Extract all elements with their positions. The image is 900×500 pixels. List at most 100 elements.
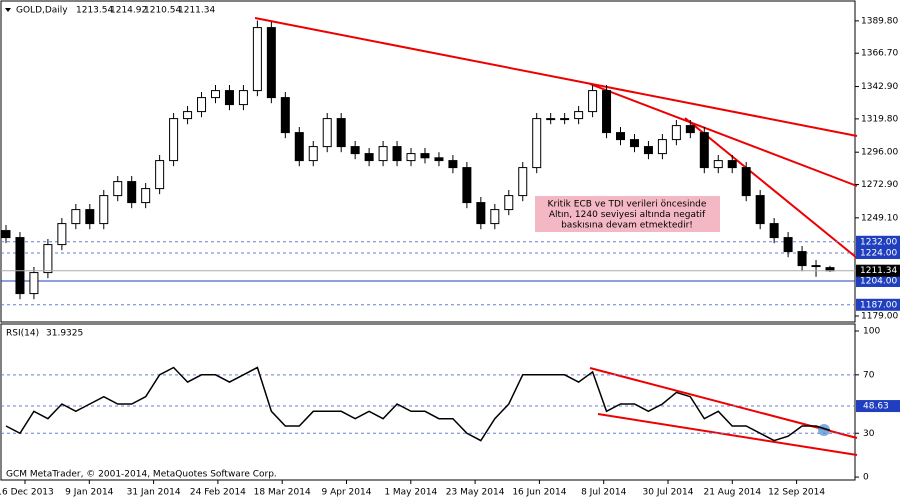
candle-body <box>252 27 262 92</box>
candle-body <box>15 237 25 295</box>
x-tick-label: 1 May 2014 <box>384 488 437 498</box>
candle <box>364 147 374 167</box>
y-tick-label: 1249.10 <box>861 213 898 223</box>
level-label: 1187.00 <box>860 300 897 310</box>
x-tick-label: 9 Jan 2014 <box>65 488 113 498</box>
y-tick-label: 1272.90 <box>861 180 898 190</box>
candle <box>588 84 598 118</box>
candle-body <box>588 90 598 113</box>
candle-body <box>85 209 95 225</box>
candle <box>560 112 570 125</box>
candle-body <box>183 111 193 120</box>
candle-body <box>1 230 11 239</box>
candle-body <box>266 27 276 99</box>
candle-body <box>518 167 528 197</box>
dropdown-icon <box>5 8 11 12</box>
rsi-title: RSI(14) <box>6 329 39 339</box>
candle-body <box>420 153 430 159</box>
candle-body <box>308 146 318 162</box>
candle <box>448 154 458 174</box>
x-tick-label: 9 Apr 2014 <box>322 488 372 498</box>
candle <box>629 133 639 153</box>
annotation-text: Kritik ECB ve TDI verileri öncesinde <box>548 200 707 210</box>
candle-body <box>811 265 821 268</box>
candle <box>755 189 765 230</box>
rsi-line <box>5 366 831 442</box>
candle <box>476 196 486 230</box>
candle <box>113 175 123 202</box>
candle-body <box>797 251 807 267</box>
candle-body <box>462 167 472 204</box>
candle-body <box>476 202 486 225</box>
candle-body <box>448 160 458 169</box>
candle <box>336 112 346 153</box>
candle <box>504 189 514 216</box>
y-tick-label: 100 <box>863 327 880 337</box>
candle-body <box>406 153 416 162</box>
candle-body <box>741 167 751 197</box>
candle <box>252 20 262 97</box>
candle-body <box>280 97 290 134</box>
candle-body <box>504 195 514 211</box>
candle <box>699 126 709 174</box>
candle-body <box>294 132 304 162</box>
last-price-label: 1211.34 <box>860 266 897 276</box>
trend-line <box>597 413 858 456</box>
price-panel-frame <box>0 0 856 323</box>
rsi-value: 31.9325 <box>46 329 83 339</box>
candle-body <box>685 125 695 134</box>
y-tick-label: 1319.80 <box>861 114 898 124</box>
x-tick-label: 31 Jan 2014 <box>127 488 181 498</box>
candle <box>141 182 151 209</box>
last-price-box <box>856 264 900 277</box>
candle <box>183 105 193 125</box>
candle-body <box>224 90 234 106</box>
candle-body <box>29 272 39 295</box>
y-tick-label: 1389.80 <box>861 16 898 26</box>
candle <box>308 140 318 167</box>
candle <box>434 152 444 167</box>
candle <box>574 105 584 125</box>
candle-body <box>155 160 165 190</box>
candle <box>224 84 234 111</box>
candle <box>322 112 332 153</box>
ohlc-value: 1214.92 <box>110 6 147 16</box>
candle <box>266 21 276 104</box>
annotation-box <box>535 196 720 232</box>
y-tick-label: 1296.00 <box>861 148 898 158</box>
trend-line <box>254 17 858 137</box>
candle <box>392 140 402 167</box>
candle <box>769 217 779 244</box>
candle-body <box>364 153 374 162</box>
candle <box>518 161 528 202</box>
candle <box>420 147 430 164</box>
candle-body <box>602 90 612 134</box>
candle-body <box>71 209 81 225</box>
candle-body <box>755 195 765 225</box>
candle <box>127 175 137 209</box>
ohlc-value: 1210.54 <box>144 6 181 16</box>
trend-line <box>684 117 858 259</box>
candle <box>713 154 723 174</box>
candle <box>671 119 681 146</box>
x-tick-label: 30 Jul 2014 <box>643 488 694 498</box>
candle-body <box>490 209 500 225</box>
candle <box>1 224 11 244</box>
level-label-box <box>856 400 900 413</box>
x-tick-label: 24 Feb 2014 <box>190 488 246 498</box>
candle <box>294 126 304 167</box>
trend-line <box>589 83 858 187</box>
x-tick-label: 23 May 2014 <box>446 488 505 498</box>
candle <box>57 217 67 251</box>
candle-body <box>113 181 123 197</box>
candle-body <box>643 146 653 155</box>
candle <box>546 112 556 125</box>
candle-body <box>99 195 109 225</box>
candle <box>657 133 667 160</box>
y-tick-label: 0 <box>863 473 869 483</box>
candle-body <box>546 118 556 121</box>
candle <box>797 245 807 272</box>
candle-body <box>574 111 584 120</box>
level-label-box <box>856 298 900 311</box>
